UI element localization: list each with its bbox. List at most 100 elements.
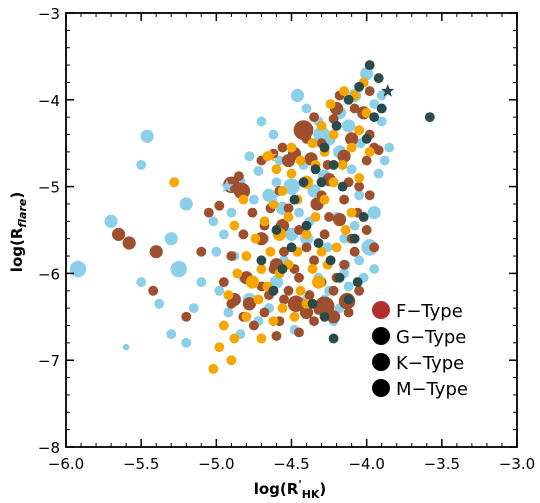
data-point [271,164,282,175]
data-point [324,212,335,222]
data-point [271,330,282,341]
data-point [337,149,351,163]
data-point [311,275,326,289]
data-point [277,185,288,196]
data-point [223,290,234,301]
data-point [358,212,369,222]
data-point [424,112,435,123]
data-point [179,197,193,211]
data-point [169,177,180,188]
data-point [337,181,348,192]
data-point [328,159,339,170]
points-layer [69,60,435,374]
data-point [310,212,321,222]
data-point [364,146,375,157]
data-point [343,307,354,318]
data-point [304,290,315,301]
data-point [376,103,387,114]
x-tick-label: −4.0 [348,455,384,473]
data-point [286,168,297,179]
data-point [313,304,324,315]
data-point [241,311,252,322]
series-k-type [169,77,375,374]
legend-item: G−Type [372,327,466,348]
data-point [170,260,187,278]
data-point [343,94,354,105]
x-axis-title-sub: HK [302,488,320,501]
data-point [166,329,177,340]
data-point [354,285,365,296]
star-marker [266,190,281,203]
data-point [229,333,240,344]
legend-item: M−Type [372,379,468,400]
data-point [112,227,126,241]
data-point [319,311,330,322]
data-point [253,166,264,176]
data-point [376,90,387,101]
data-point [226,207,237,218]
data-point [238,194,249,205]
data-point [122,236,136,250]
data-point [279,246,289,257]
data-point [295,285,306,296]
data-point [140,129,154,143]
legend-item: F−Type [372,301,463,322]
data-point [360,67,374,81]
data-point [259,307,270,318]
legend-marker [372,301,390,319]
x-axis-title-main: log(R [254,480,299,498]
data-point [349,220,360,231]
data-point [325,99,336,110]
data-point [218,320,229,331]
data-point [354,255,365,266]
x-tick-label: −5.0 [198,455,234,473]
data-point [309,316,319,327]
data-point [339,86,350,97]
data-point [294,225,304,235]
legend-marker [372,327,390,345]
data-point [69,260,87,278]
data-point [250,233,261,244]
data-point [289,194,300,205]
legend-label: K−Type [396,353,464,374]
data-point [269,275,284,289]
data-point [196,277,207,288]
x-tick-label: −3.0 [499,455,535,473]
data-point [361,155,372,166]
data-point [148,285,159,296]
data-point [286,242,297,253]
data-point [319,142,330,153]
data-point [339,194,350,205]
data-point [214,342,225,353]
data-point [384,142,395,153]
data-point [339,259,350,270]
data-point [226,355,237,366]
data-point [331,242,342,253]
data-point [343,294,354,305]
y-tick-label: −6 [38,265,60,283]
data-point [373,73,384,84]
data-point [214,285,225,296]
data-point [253,294,264,305]
data-point [256,333,267,344]
x-tick-labels: −6.0 −5.5 −5.0 −4.5 −4.0 −3.5 −3.0 [48,455,535,473]
data-point [354,172,365,183]
data-point [268,129,279,140]
data-point [238,229,249,240]
data-point [301,103,312,114]
data-point [218,229,229,240]
data-point [369,99,380,110]
data-point [277,142,288,153]
data-point [256,264,267,275]
data-point [244,151,255,162]
data-point [294,207,304,218]
data-point [319,194,330,205]
data-point [319,229,330,240]
data-point [256,255,267,266]
data-point [295,155,306,166]
y-tick-label: −3 [38,5,60,23]
data-point [331,120,342,131]
data-point [354,190,365,201]
data-point [248,194,259,205]
